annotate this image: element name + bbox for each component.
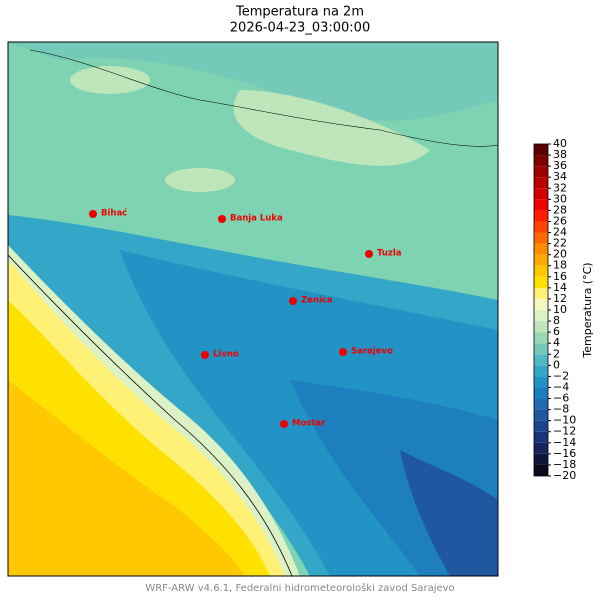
city-label: Sarajevo <box>351 347 393 357</box>
city-marker <box>339 348 347 356</box>
city-label: Livno <box>213 350 239 360</box>
colorbar-segment <box>534 409 548 421</box>
colorbar-tick-label: 24 <box>553 226 567 239</box>
colorbar-tick-label: 28 <box>553 203 567 216</box>
city-label: Zenica <box>301 296 333 306</box>
city-marker <box>280 420 288 428</box>
colorbar-segment <box>534 354 548 366</box>
city-marker <box>289 297 297 305</box>
colorbar-tick-label: 12 <box>553 292 567 305</box>
city-marker <box>365 250 373 258</box>
colorbar-segment <box>534 254 548 266</box>
coastline <box>8 254 293 576</box>
city-label: Mostar <box>292 419 326 429</box>
colorbar-tick-label: 30 <box>553 192 567 205</box>
city-marker <box>218 215 226 223</box>
city-label: Bihać <box>101 208 127 219</box>
colorbar-segment <box>534 332 548 344</box>
sea <box>8 380 245 576</box>
colorbar-tick-label: −16 <box>553 447 576 460</box>
colorbar-segment <box>534 453 548 465</box>
city-label: Tuzla <box>377 249 402 259</box>
colorbar-label: Temperatura (°C) <box>581 262 594 358</box>
colorbar-segment <box>534 177 548 189</box>
colorbar-tick-label: −18 <box>553 458 576 471</box>
colorbar-tick-label: 6 <box>553 325 560 338</box>
colorbar-segment <box>534 442 548 454</box>
colorbar-segment <box>534 232 548 244</box>
colorbar-tick-label: 34 <box>553 170 567 183</box>
subtitle: 2026-04-23_03:00:00 <box>230 21 370 36</box>
colorbar-tick-label: 8 <box>553 314 560 327</box>
colorbar-segment <box>534 387 548 399</box>
colorbar-segment <box>534 431 548 443</box>
colorbar-tick-label: 20 <box>553 248 567 261</box>
colorbar-tick-label: −10 <box>553 414 576 427</box>
colorbar-segment <box>534 210 548 222</box>
region <box>165 168 235 192</box>
colorbar-tick-label: 14 <box>553 281 567 294</box>
colorbar-segment <box>534 144 548 156</box>
map-frame <box>7 41 499 577</box>
colorbar-tick-label: −4 <box>553 380 569 393</box>
colorbar-segment <box>534 243 548 255</box>
region <box>400 450 498 576</box>
colorbar-tick-label: 26 <box>553 214 567 227</box>
colorbar-segment <box>534 221 548 233</box>
colorbar-tick-label: −12 <box>553 425 576 438</box>
colorbar-tick-label: 0 <box>553 358 560 371</box>
city-marker <box>201 351 209 359</box>
colorbar-tick-label: −6 <box>553 392 569 405</box>
city-label: Banja Luka <box>230 214 283 224</box>
colorbar-tick-label: 16 <box>553 270 567 283</box>
city-marker <box>89 210 97 218</box>
colorbar-segment <box>534 265 548 277</box>
colorbar-tick-label: 22 <box>553 237 567 250</box>
colorbar-tick-label: 10 <box>553 303 567 316</box>
colorbar-tick-label: −20 <box>553 469 576 482</box>
colorbar-tick-label: 40 <box>553 137 567 150</box>
colorbar-segment <box>534 398 548 410</box>
colorbar-segment <box>534 188 548 200</box>
colorbar-segment <box>534 155 548 167</box>
colorbar-tick-label: 32 <box>553 181 567 194</box>
colorbar-tick-label: −8 <box>553 403 569 416</box>
border <box>29 49 498 147</box>
colorbar-segment <box>534 276 548 288</box>
region <box>233 90 430 166</box>
colorbar-tick-label: 18 <box>553 259 567 272</box>
colorbar-tick-label: −14 <box>553 436 576 449</box>
colorbar-segment <box>534 199 548 211</box>
colorbar-segment <box>534 464 548 476</box>
colorbar-tick-label: 4 <box>553 336 560 349</box>
colorbar-segment <box>534 166 548 178</box>
colorbar-tick-label: 36 <box>553 159 567 172</box>
footer: WRF-ARW v4.6.1, Federalni hidrometeorolo… <box>145 582 454 594</box>
colorbar-tick-label: −2 <box>553 369 569 382</box>
colorbar-segment <box>534 287 548 299</box>
title: Temperatura na 2m <box>235 5 364 20</box>
colorbar-segment <box>534 420 548 432</box>
colorbar-segment <box>534 321 548 333</box>
colorbar-segment <box>534 376 548 388</box>
colorbar-segment <box>534 310 548 322</box>
colorbar-segment <box>534 343 548 355</box>
map <box>8 42 498 576</box>
colorbar-tick-label: 2 <box>553 347 560 360</box>
colorbar-segment <box>534 298 548 310</box>
colorbar-tick-label: 38 <box>553 148 567 161</box>
colorbar-segment <box>534 365 548 377</box>
region <box>70 66 150 94</box>
region <box>8 42 498 121</box>
